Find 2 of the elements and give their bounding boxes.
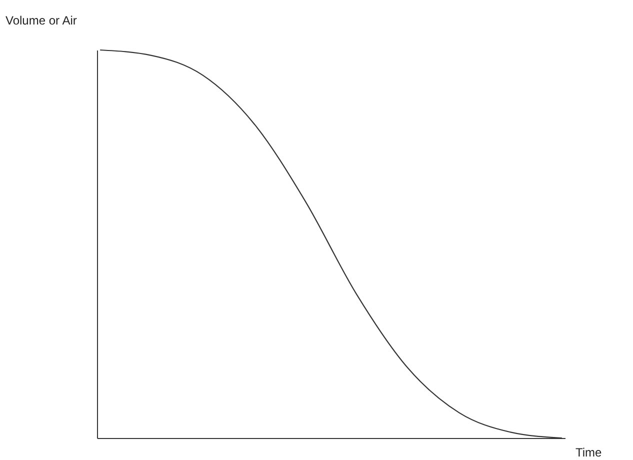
y-axis-title: Volume or Air [6,14,77,28]
x-axis-title: Time [576,446,602,460]
